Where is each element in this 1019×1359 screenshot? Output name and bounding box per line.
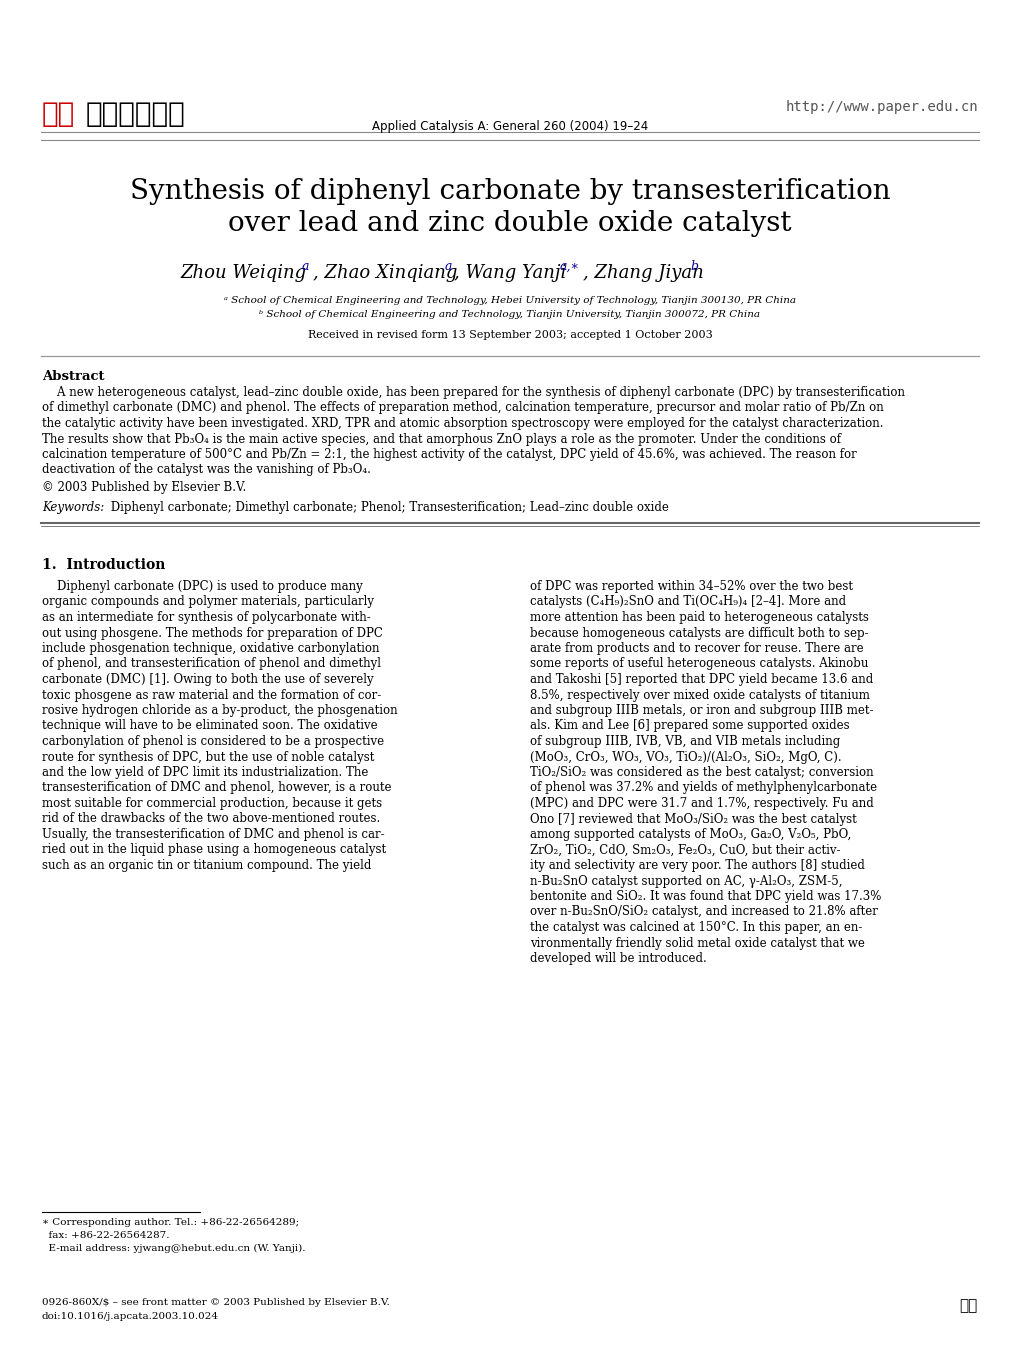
Text: the catalyst was calcined at 150°C. In this paper, an en-: the catalyst was calcined at 150°C. In t… (530, 921, 861, 934)
Text: such as an organic tin or titanium compound. The yield: such as an organic tin or titanium compo… (42, 859, 371, 872)
Text: out using phosgene. The methods for preparation of DPC: out using phosgene. The methods for prep… (42, 626, 382, 640)
Text: a,∗: a,∗ (559, 260, 580, 273)
Text: TiO₂/SiO₂ was considered as the best catalyst; conversion: TiO₂/SiO₂ was considered as the best cat… (530, 766, 872, 779)
Text: ∗ Corresponding author. Tel.: +86-22-26564289;: ∗ Corresponding author. Tel.: +86-22-265… (42, 1218, 299, 1227)
Text: Ono [7] reviewed that MoO₃/SiO₂ was the best catalyst: Ono [7] reviewed that MoO₃/SiO₂ was the … (530, 813, 856, 825)
Text: 科技论文在线: 科技论文在线 (86, 101, 185, 128)
Text: n-Bu₂SnO catalyst supported on AC, γ-Al₂O₃, ZSM-5,: n-Bu₂SnO catalyst supported on AC, γ-Al₂… (530, 874, 842, 887)
Text: Received in revised form 13 September 2003; accepted 1 October 2003: Received in revised form 13 September 20… (308, 330, 711, 340)
Text: (MPC) and DPC were 31.7 and 1.7%, respectively. Fu and: (MPC) and DPC were 31.7 and 1.7%, respec… (530, 796, 873, 810)
Text: ᵃ School of Chemical Engineering and Technology, Hebei University of Technology,: ᵃ School of Chemical Engineering and Tec… (224, 296, 795, 304)
Text: rid of the drawbacks of the two above-mentioned routes.: rid of the drawbacks of the two above-me… (42, 813, 380, 825)
Text: technique will have to be eliminated soon. The oxidative: technique will have to be eliminated soo… (42, 719, 377, 733)
Text: over n-Bu₂SnO/SiO₂ catalyst, and increased to 21.8% after: over n-Bu₂SnO/SiO₂ catalyst, and increas… (530, 905, 877, 919)
Text: developed will be introduced.: developed will be introduced. (530, 953, 706, 965)
Text: Zhou Weiqing: Zhou Weiqing (179, 264, 306, 283)
Text: http://www.paper.edu.cn: http://www.paper.edu.cn (785, 101, 977, 114)
Text: include phosgenation technique, oxidative carbonylation: include phosgenation technique, oxidativ… (42, 641, 379, 655)
Text: carbonate (DMC) [1]. Owing to both the use of severely: carbonate (DMC) [1]. Owing to both the u… (42, 673, 373, 686)
Text: ZrO₂, TiO₂, CdO, Sm₂O₃, Fe₂O₃, CuO, but their activ-: ZrO₂, TiO₂, CdO, Sm₂O₃, Fe₂O₃, CuO, but … (530, 844, 840, 856)
Text: 1.  Introduction: 1. Introduction (42, 559, 165, 572)
Text: route for synthesis of DPC, but the use of noble catalyst: route for synthesis of DPC, but the use … (42, 750, 374, 764)
Text: the catalytic activity have been investigated. XRD, TPR and atomic absorption sp: the catalytic activity have been investi… (42, 417, 882, 429)
Text: , Zhang Jiyan: , Zhang Jiyan (583, 264, 703, 283)
Text: The results show that Pb₃O₄ is the main active species, and that amorphous ZnO p: The results show that Pb₃O₄ is the main … (42, 432, 841, 446)
Text: organic compounds and polymer materials, particularly: organic compounds and polymer materials,… (42, 595, 374, 609)
Text: ᵇ School of Chemical Engineering and Technology, Tianjin University, Tianjin 300: ᵇ School of Chemical Engineering and Tec… (259, 310, 760, 319)
Text: , Zhao Xinqiang: , Zhao Xinqiang (313, 264, 457, 283)
Text: of phenol, and transesterification of phenol and dimethyl: of phenol, and transesterification of ph… (42, 658, 381, 670)
Text: calcination temperature of 500°C and Pb/Zn = 2:1, the highest activity of the ca: calcination temperature of 500°C and Pb/… (42, 448, 856, 461)
Text: deactivation of the catalyst was the vanishing of Pb₃O₄.: deactivation of the catalyst was the van… (42, 463, 371, 477)
Text: transesterification of DMC and phenol, however, is a route: transesterification of DMC and phenol, h… (42, 781, 391, 795)
Text: of dimethyl carbonate (DMC) and phenol. The effects of preparation method, calci: of dimethyl carbonate (DMC) and phenol. … (42, 401, 882, 414)
Text: ity and selectivity are very poor. The authors [8] studied: ity and selectivity are very poor. The a… (530, 859, 864, 872)
Text: E-mail address: yjwang@hebut.edu.cn (W. Yanji).: E-mail address: yjwang@hebut.edu.cn (W. … (42, 1243, 306, 1253)
Text: Diphenyl carbonate; Dimethyl carbonate; Phenol; Transesterification; Lead–zinc d: Diphenyl carbonate; Dimethyl carbonate; … (107, 501, 668, 514)
Text: most suitable for commercial production, because it gets: most suitable for commercial production,… (42, 796, 382, 810)
Text: over lead and zinc double oxide catalyst: over lead and zinc double oxide catalyst (228, 211, 791, 236)
Text: a: a (302, 260, 309, 273)
Text: (MoO₃, CrO₃, WO₃, VO₃, TiO₂)/(Al₂O₃, SiO₂, MgO, C).: (MoO₃, CrO₃, WO₃, VO₃, TiO₂)/(Al₂O₃, SiO… (530, 750, 841, 764)
Text: catalysts (C₄H₉)₂SnO and Ti(OC₄H₉)₄ [2–4]. More and: catalysts (C₄H₉)₂SnO and Ti(OC₄H₉)₄ [2–4… (530, 595, 846, 609)
Text: some reports of useful heterogeneous catalysts. Akinobu: some reports of useful heterogeneous cat… (530, 658, 867, 670)
Text: of DPC was reported within 34–52% over the two best: of DPC was reported within 34–52% over t… (530, 580, 852, 593)
Text: and the low yield of DPC limit its industrialization. The: and the low yield of DPC limit its indus… (42, 766, 368, 779)
Text: Diphenyl carbonate (DPC) is used to produce many: Diphenyl carbonate (DPC) is used to prod… (42, 580, 363, 593)
Text: b: b (689, 260, 697, 273)
Text: more attention has been paid to heterogeneous catalysts: more attention has been paid to heteroge… (530, 612, 868, 624)
Text: of subgroup IIIB, IVB, VB, and VIB metals including: of subgroup IIIB, IVB, VB, and VIB metal… (530, 735, 840, 747)
Text: a: a (444, 260, 452, 273)
Text: Synthesis of diphenyl carbonate by transesterification: Synthesis of diphenyl carbonate by trans… (129, 178, 890, 205)
Text: as an intermediate for synthesis of polycarbonate with-: as an intermediate for synthesis of poly… (42, 612, 370, 624)
Text: carbonylation of phenol is considered to be a prospective: carbonylation of phenol is considered to… (42, 735, 384, 747)
Text: among supported catalysts of MoO₃, Ga₂O, V₂O₅, PbO,: among supported catalysts of MoO₃, Ga₂O,… (530, 828, 851, 841)
Text: bentonite and SiO₂. It was found that DPC yield was 17.3%: bentonite and SiO₂. It was found that DP… (530, 890, 880, 902)
Text: 转载: 转载 (959, 1298, 977, 1313)
Text: 8.5%, respectively over mixed oxide catalysts of titanium: 8.5%, respectively over mixed oxide cata… (530, 689, 869, 701)
Text: rosive hydrogen chloride as a by-product, the phosgenation: rosive hydrogen chloride as a by-product… (42, 704, 397, 718)
Text: , Wang Yanji: , Wang Yanji (453, 264, 566, 283)
Text: and subgroup IIIB metals, or iron and subgroup IIIB met-: and subgroup IIIB metals, or iron and su… (530, 704, 872, 718)
Text: A new heterogeneous catalyst, lead–zinc double oxide, has been prepared for the : A new heterogeneous catalyst, lead–zinc … (42, 386, 904, 400)
Text: 0926-860X/$ – see front matter © 2003 Published by Elsevier B.V.: 0926-860X/$ – see front matter © 2003 Pu… (42, 1298, 389, 1307)
Text: als. Kim and Lee [6] prepared some supported oxides: als. Kim and Lee [6] prepared some suppo… (530, 719, 849, 733)
Text: doi:10.1016/j.apcata.2003.10.024: doi:10.1016/j.apcata.2003.10.024 (42, 1311, 219, 1321)
Text: arate from products and to recover for reuse. There are: arate from products and to recover for r… (530, 641, 863, 655)
Text: Usually, the transesterification of DMC and phenol is car-: Usually, the transesterification of DMC … (42, 828, 384, 841)
Text: © 2003 Published by Elsevier B.V.: © 2003 Published by Elsevier B.V. (42, 481, 246, 495)
Text: and Takoshi [5] reported that DPC yield became 13.6 and: and Takoshi [5] reported that DPC yield … (530, 673, 872, 686)
Text: toxic phosgene as raw material and the formation of cor-: toxic phosgene as raw material and the f… (42, 689, 381, 701)
Text: ried out in the liquid phase using a homogeneous catalyst: ried out in the liquid phase using a hom… (42, 844, 386, 856)
Text: Abstract: Abstract (42, 370, 104, 383)
Text: Keywords:: Keywords: (42, 501, 104, 514)
Text: fax: +86-22-26564287.: fax: +86-22-26564287. (42, 1231, 169, 1239)
Text: Applied Catalysis A: General 260 (2004) 19–24: Applied Catalysis A: General 260 (2004) … (372, 120, 647, 133)
Text: because homogeneous catalysts are difficult both to sep-: because homogeneous catalysts are diffic… (530, 626, 868, 640)
Text: 中国: 中国 (42, 101, 75, 128)
Text: vironmentally friendly solid metal oxide catalyst that we: vironmentally friendly solid metal oxide… (530, 936, 864, 950)
Text: of phenol was 37.2% and yields of methylphenylcarbonate: of phenol was 37.2% and yields of methyl… (530, 781, 876, 795)
